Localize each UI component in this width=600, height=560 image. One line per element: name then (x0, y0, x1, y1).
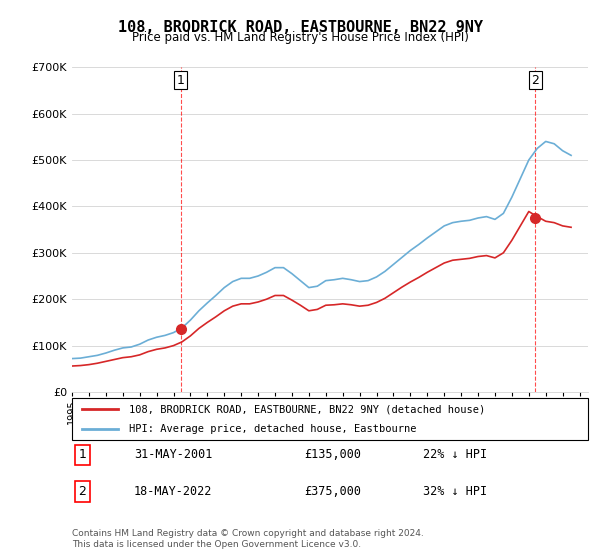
Text: 108, BRODRICK ROAD, EASTBOURNE, BN22 9NY (detached house): 108, BRODRICK ROAD, EASTBOURNE, BN22 9NY… (129, 404, 485, 414)
Text: 18-MAY-2022: 18-MAY-2022 (134, 485, 212, 498)
FancyBboxPatch shape (72, 398, 588, 440)
Text: Price paid vs. HM Land Registry's House Price Index (HPI): Price paid vs. HM Land Registry's House … (131, 31, 469, 44)
Text: 32% ↓ HPI: 32% ↓ HPI (423, 485, 487, 498)
Text: 22% ↓ HPI: 22% ↓ HPI (423, 449, 487, 461)
Text: 2: 2 (531, 74, 539, 87)
Text: 1: 1 (176, 74, 185, 87)
Text: £135,000: £135,000 (304, 449, 361, 461)
Text: 31-MAY-2001: 31-MAY-2001 (134, 449, 212, 461)
Text: 1: 1 (79, 449, 86, 461)
Text: £375,000: £375,000 (304, 485, 361, 498)
Text: Contains HM Land Registry data © Crown copyright and database right 2024.
This d: Contains HM Land Registry data © Crown c… (72, 529, 424, 549)
Text: 108, BRODRICK ROAD, EASTBOURNE, BN22 9NY: 108, BRODRICK ROAD, EASTBOURNE, BN22 9NY (118, 20, 482, 35)
Text: HPI: Average price, detached house, Eastbourne: HPI: Average price, detached house, East… (129, 424, 416, 434)
Text: 2: 2 (79, 485, 86, 498)
